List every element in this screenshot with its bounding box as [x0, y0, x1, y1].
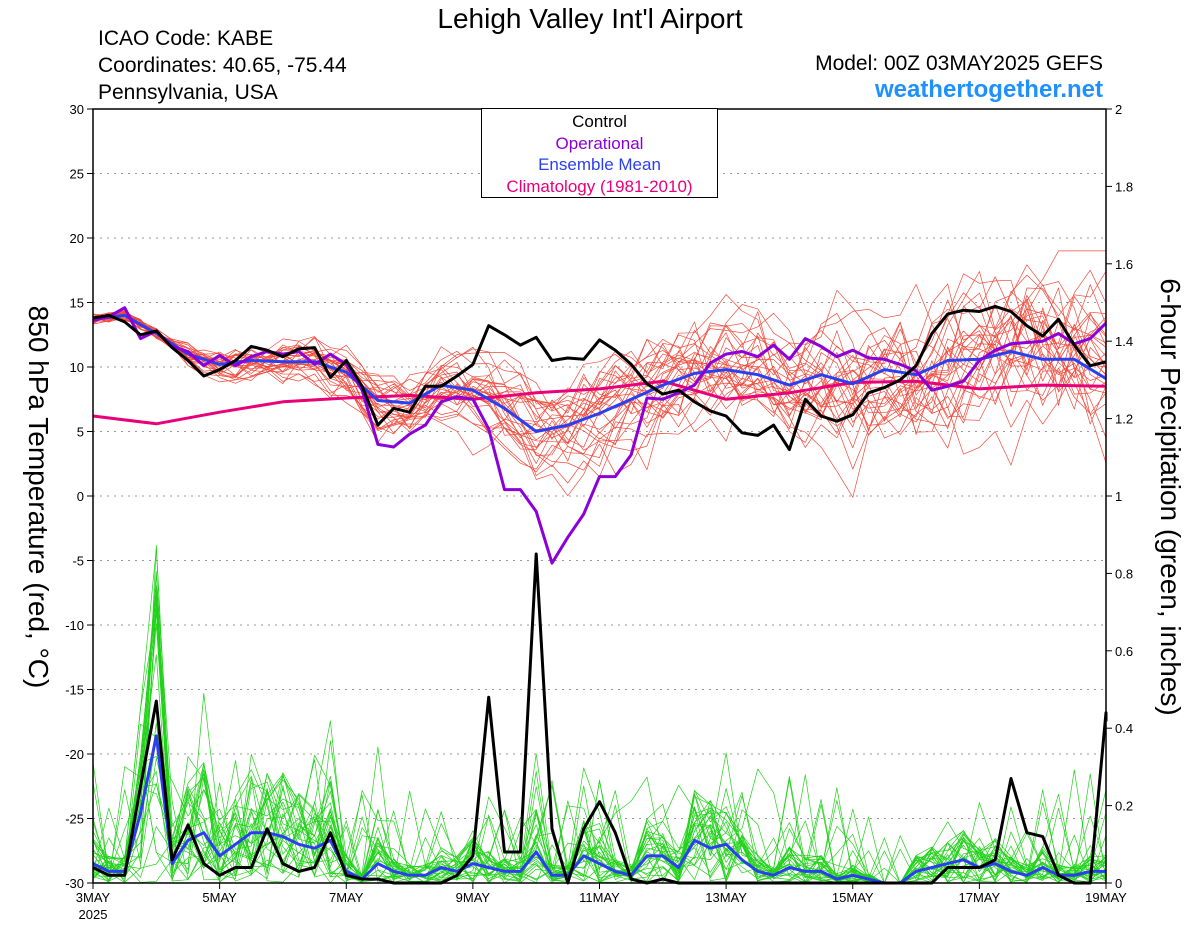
plot-bottom-mask [0, 884, 1200, 927]
right-tick-label: 0 [1115, 876, 1122, 891]
legend-entry-control: Control [572, 112, 627, 131]
left-tick-label: -25 [65, 812, 84, 827]
precip-member-line [92, 608, 1107, 884]
x-tick-label: 7MAY [329, 890, 364, 905]
precip-member-line [92, 609, 1107, 884]
precip-member-line [92, 755, 1107, 884]
legend-entry-climatology: Climatology (1981-2010) [506, 176, 693, 196]
left-tick-label: -30 [65, 876, 84, 891]
legend-entry-ensemble-mean: Ensemble Mean [538, 155, 661, 174]
right-tick-label: 0.8 [1115, 566, 1133, 581]
left-tick-label: 5 [77, 425, 84, 440]
left-tick-label: 15 [70, 296, 84, 311]
x-tick-label: 9MAY [456, 890, 491, 905]
right-tick-label: 2 [1115, 102, 1122, 117]
left-tick-label: -5 [72, 554, 84, 569]
ensemble-mean-temp-line [92, 313, 1107, 433]
x-tick-label: 3MAY [76, 890, 111, 905]
left-tick-label: 30 [70, 102, 84, 117]
right-tick-label: 1.6 [1115, 257, 1133, 272]
temp-member-line [92, 313, 1107, 435]
temp-member-line [92, 307, 1107, 430]
temp-member-line [92, 287, 1107, 448]
website-label: weathertogether.net [874, 76, 1103, 103]
temp-member-line [92, 305, 1107, 470]
model-run-label: Model: 00Z 03MAY2025 GEFS [815, 52, 1103, 75]
precip-member-line [92, 602, 1107, 884]
legend: Control Operational Ensemble Mean Climat… [481, 108, 718, 198]
temp-member-line [92, 294, 1107, 462]
right-tick-label: 0.2 [1115, 799, 1133, 814]
left-tick-label: -15 [65, 683, 84, 698]
x-tick-label: 11MAY [579, 890, 620, 905]
icao-code-label: ICAO Code: KABE [98, 27, 274, 50]
temp-member-line [92, 305, 1107, 470]
precip-member-line [92, 548, 1107, 884]
right-tick-label: 1 [1115, 489, 1122, 504]
temp-member-line [92, 313, 1107, 436]
right-tick-label: 1.8 [1115, 179, 1133, 194]
precip-member-line [92, 589, 1107, 884]
left-tick-label: 20 [70, 231, 84, 246]
precip-member-line [92, 723, 1107, 884]
left-tick-label: 25 [70, 167, 84, 182]
precip-member-line [92, 586, 1107, 884]
coordinates-label: Coordinates: 40.65, -75.44 [98, 54, 347, 77]
left-axis-label: 850 hPa Temperature (red, °C) [23, 305, 54, 689]
precip-member-line [92, 720, 1107, 884]
region-label: Pennsylvania, USA [98, 81, 278, 104]
right-axis-label: 6-hour Precipitation (green, inches) [1155, 278, 1186, 716]
x-tick-label: 15MAY [832, 890, 874, 905]
x-tick-label: 19MAY [1085, 890, 1127, 905]
climatology-line [92, 379, 1107, 426]
temp-member-line [92, 250, 1106, 440]
left-tick-label: 0 [77, 489, 84, 504]
plot-right-mask [1107, 109, 1200, 883]
x-tick-label: 17MAY [959, 890, 1001, 905]
left-tick-label: -10 [65, 618, 84, 633]
right-tick-label: 1.2 [1115, 412, 1133, 427]
right-tick-label: 0.6 [1115, 644, 1133, 659]
precip-member-line [92, 737, 1107, 884]
ensemble-mean-precip-line [92, 734, 1106, 885]
control-precip-line [92, 552, 1121, 885]
right-tick-label: 1.4 [1115, 334, 1133, 349]
control-temp-line [92, 304, 1107, 452]
temp-member-line [92, 294, 1107, 452]
operational-temp-line [92, 306, 1108, 565]
precip-member-line [92, 757, 1107, 884]
precip-member-line [92, 623, 1107, 884]
temp-member-line [92, 269, 1107, 475]
precip-member-line [92, 759, 1107, 884]
x-tick-label: 5MAY [202, 890, 237, 905]
x-tick-label: 13MAY [705, 890, 747, 905]
left-tick-label: 10 [70, 360, 84, 375]
chart-title: Lehigh Valley Int'l Airport [437, 3, 743, 34]
legend-entry-operational: Operational [555, 133, 644, 153]
temp-member-line [92, 312, 1107, 449]
temp-member-line [92, 311, 1107, 466]
temp-member-line [92, 271, 1107, 450]
precip-member-line [92, 769, 1107, 884]
left-tick-label: -20 [65, 747, 84, 762]
x-tick-sublabel: 2025 [79, 907, 108, 922]
right-tick-label: 0.4 [1115, 721, 1133, 736]
temp-member-line [92, 304, 1107, 458]
